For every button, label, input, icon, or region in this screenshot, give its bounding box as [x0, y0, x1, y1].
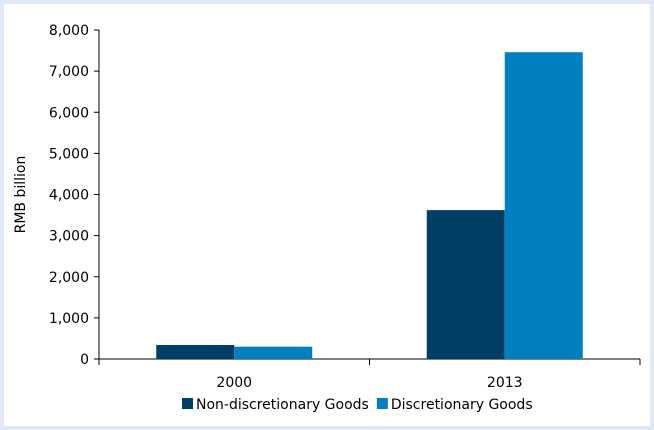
chart-frame: 0 1,000 2,000 3,000 4,000 5,000 6,000 7,000 8,00…: [4, 4, 650, 426]
y-tick-label: 8,000: [49, 23, 89, 39]
y-tick-label: 4,000: [49, 188, 89, 204]
bars: [156, 52, 583, 360]
legend-label: Discretionary Goods: [391, 397, 533, 413]
y-tick-label: 5,000: [49, 146, 89, 162]
legend: Non-discretionary Goods Discretionary Goo…: [182, 397, 533, 413]
y-tick-label: 6,000: [49, 105, 89, 121]
x-tick-label: 2000: [216, 375, 252, 391]
legend-swatch: [376, 398, 388, 409]
bar: [504, 52, 583, 360]
y-tick-label: 1,000: [49, 311, 89, 327]
legend-swatch: [182, 398, 193, 409]
bar: [426, 210, 505, 359]
y-tick-label: 2,000: [49, 270, 89, 286]
y-axis-label: RMB billion: [13, 156, 29, 234]
labels: 0 1,000 2,000 3,000 4,000 5,000 6,000 7,000 8,00…: [13, 23, 523, 391]
y-tick-label: 7,000: [49, 64, 89, 80]
x-tick-label: 2013: [487, 375, 523, 391]
y-tick-label: 0: [80, 352, 89, 368]
bar: [234, 346, 313, 359]
legend-label: Non-discretionary Goods: [196, 397, 369, 413]
bar-chart: 0 1,000 2,000 3,000 4,000 5,000 6,000 7,000 8,00…: [13, 23, 641, 413]
y-tick-label: 3,000: [49, 229, 89, 245]
bar: [156, 345, 235, 359]
